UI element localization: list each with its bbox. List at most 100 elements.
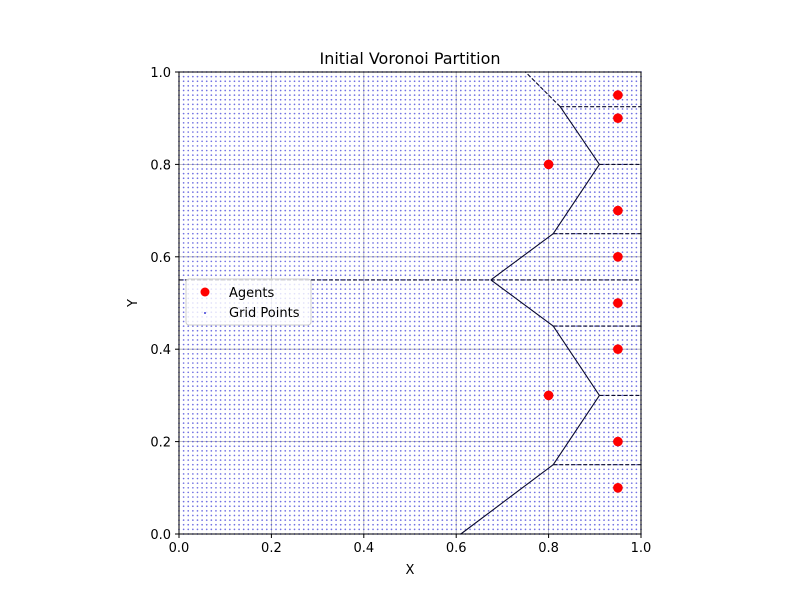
grid-point xyxy=(316,417,319,420)
grid-point xyxy=(298,352,300,355)
grid-point xyxy=(362,357,365,360)
grid-point xyxy=(238,496,240,498)
grid-point xyxy=(284,209,287,212)
grid-point xyxy=(362,158,365,161)
grid-point xyxy=(307,274,310,277)
grid-point xyxy=(256,265,259,267)
grid-point xyxy=(399,431,402,434)
grid-point xyxy=(192,112,194,115)
grid-point xyxy=(233,348,236,351)
grid-point xyxy=(372,399,374,401)
grid-point xyxy=(372,228,374,230)
grid-point xyxy=(238,269,240,272)
grid-point xyxy=(210,454,213,457)
grid-point xyxy=(238,94,240,96)
grid-point xyxy=(219,154,222,157)
grid-point xyxy=(335,385,337,388)
grid-point xyxy=(390,403,393,406)
grid-point xyxy=(228,362,231,364)
grid-point xyxy=(316,228,319,230)
grid-point xyxy=(224,352,227,355)
grid-point xyxy=(325,440,328,443)
grid-point xyxy=(372,108,374,110)
grid-point xyxy=(284,343,287,346)
grid-point xyxy=(302,445,305,448)
grid-point xyxy=(242,191,245,193)
grid-point xyxy=(252,454,254,457)
grid-point xyxy=(316,126,319,129)
grid-point xyxy=(372,237,374,240)
grid-point xyxy=(289,426,291,429)
grid-point xyxy=(242,431,245,434)
grid-point xyxy=(196,186,199,189)
grid-point xyxy=(293,523,296,526)
grid-point xyxy=(252,348,254,351)
grid-point xyxy=(307,459,310,461)
grid-point xyxy=(182,426,185,429)
grid-point xyxy=(238,158,240,161)
grid-point xyxy=(252,158,254,161)
grid-point xyxy=(233,108,236,110)
grid-point xyxy=(358,306,361,309)
grid-point xyxy=(298,403,300,406)
grid-point xyxy=(395,459,397,461)
grid-point xyxy=(196,348,199,351)
grid-point xyxy=(344,168,347,170)
grid-point xyxy=(381,325,384,327)
grid-point xyxy=(210,491,213,494)
grid-point xyxy=(390,436,393,438)
grid-point xyxy=(395,297,397,300)
grid-point xyxy=(270,274,273,277)
grid-point xyxy=(344,519,347,521)
grid-point xyxy=(293,431,296,434)
grid-point xyxy=(289,523,291,526)
grid-point xyxy=(215,482,217,485)
grid-point xyxy=(349,135,351,138)
grid-point xyxy=(238,454,240,457)
grid-point xyxy=(298,491,300,494)
grid-point xyxy=(270,135,273,138)
grid-point xyxy=(265,426,268,429)
grid-point xyxy=(335,242,337,244)
grid-point xyxy=(399,117,402,120)
grid-point xyxy=(316,255,319,258)
grid-point xyxy=(242,468,245,471)
grid-point xyxy=(321,362,324,364)
grid-point xyxy=(321,449,324,452)
grid-point xyxy=(201,269,203,272)
grid-point xyxy=(339,242,342,244)
grid-point xyxy=(349,352,351,355)
grid-point xyxy=(349,108,351,110)
grid-point xyxy=(238,403,240,406)
grid-point xyxy=(233,200,236,203)
grid-point xyxy=(293,103,296,106)
grid-point xyxy=(381,491,384,494)
grid-point xyxy=(376,237,379,240)
grid-point xyxy=(265,135,268,138)
grid-point xyxy=(210,274,213,277)
grid-point xyxy=(265,242,268,244)
grid-point xyxy=(275,205,277,207)
grid-point xyxy=(302,89,305,92)
grid-point xyxy=(376,274,379,277)
grid-point xyxy=(335,85,337,87)
grid-point xyxy=(376,191,379,193)
grid-point xyxy=(358,297,361,300)
grid-point xyxy=(372,380,374,383)
grid-point xyxy=(335,246,337,249)
grid-point xyxy=(344,283,347,286)
grid-point xyxy=(210,422,213,424)
grid-point xyxy=(293,482,296,485)
grid-point xyxy=(302,182,305,184)
grid-point xyxy=(381,112,384,115)
grid-point xyxy=(321,89,324,92)
grid-point xyxy=(353,514,356,517)
grid-point xyxy=(270,168,273,170)
grid-point xyxy=(298,112,300,115)
grid-point xyxy=(182,195,185,198)
grid-point xyxy=(196,389,199,392)
grid-point xyxy=(339,306,342,309)
grid-point xyxy=(293,168,296,170)
grid-point xyxy=(344,172,347,175)
grid-point xyxy=(242,417,245,420)
